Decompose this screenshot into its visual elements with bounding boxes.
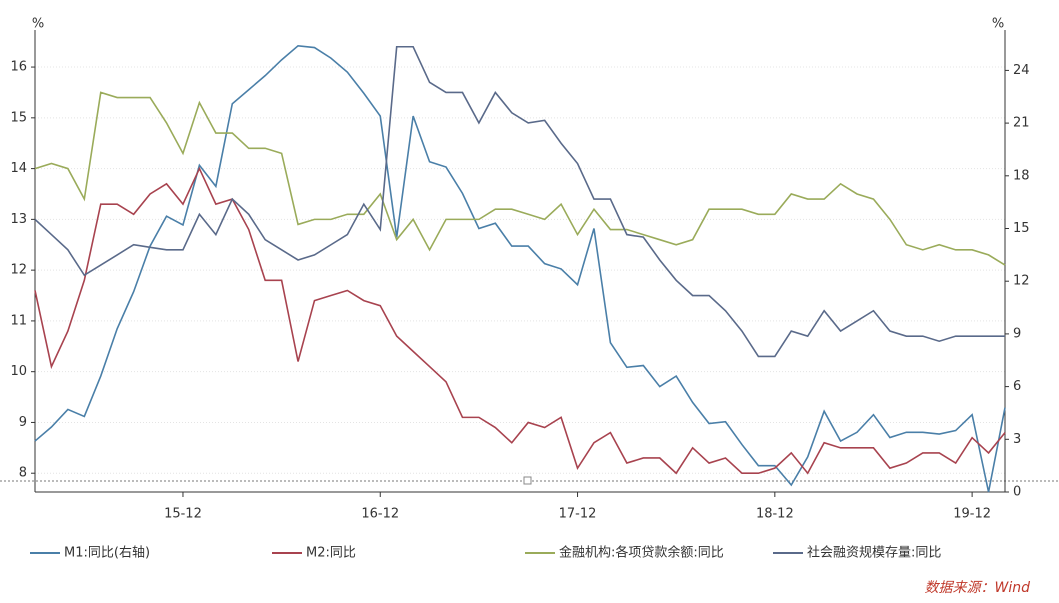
y-tick-label: 16 bbox=[10, 60, 27, 75]
legend-label: 社会融资规模存量:同比 bbox=[807, 545, 941, 561]
y-tick-label: 14 bbox=[10, 161, 27, 176]
y2-tick-label: 12 bbox=[1013, 274, 1030, 289]
y2-tick-label: 24 bbox=[1013, 63, 1030, 78]
legend-label: M2:同比 bbox=[306, 546, 356, 561]
y-tick-label: 9 bbox=[19, 415, 27, 430]
series-line bbox=[34, 45, 1005, 358]
y2-tick-label: 6 bbox=[1013, 379, 1021, 394]
y-tick-label: 10 bbox=[10, 364, 27, 379]
legend-label: M1:同比(右轴) bbox=[64, 546, 150, 561]
y-tick-label: 13 bbox=[10, 212, 27, 227]
x-tick-label: 17-12 bbox=[559, 507, 597, 522]
legend-label: 金融机构:各项贷款余额:同比 bbox=[559, 545, 724, 561]
y2-axis-label: % bbox=[992, 17, 1004, 32]
x-tick-label: 18-12 bbox=[756, 507, 794, 522]
x-tick-label: 16-12 bbox=[361, 507, 399, 522]
y2-tick-label: 9 bbox=[1013, 326, 1021, 341]
source: 数据来源：Wind bbox=[925, 580, 1031, 596]
series-line bbox=[34, 91, 1006, 266]
y2-tick-label: 3 bbox=[1013, 432, 1021, 447]
y2-tick-label: 15 bbox=[1013, 221, 1030, 236]
y-tick-label: 15 bbox=[10, 110, 27, 125]
y2-tick-label: 0 bbox=[1013, 485, 1021, 500]
x-tick-label: 15-12 bbox=[164, 507, 202, 522]
y-tick-label: 12 bbox=[10, 263, 27, 278]
x-tick-label: 19-12 bbox=[953, 507, 991, 522]
y2-tick-label: 21 bbox=[1013, 116, 1030, 131]
y-tick-label: 8 bbox=[19, 466, 27, 481]
y-axis-label: % bbox=[32, 17, 44, 32]
marker bbox=[523, 476, 532, 485]
y2-tick-label: 18 bbox=[1013, 168, 1030, 183]
y-tick-label: 11 bbox=[10, 313, 27, 328]
series-line bbox=[34, 166, 1006, 475]
